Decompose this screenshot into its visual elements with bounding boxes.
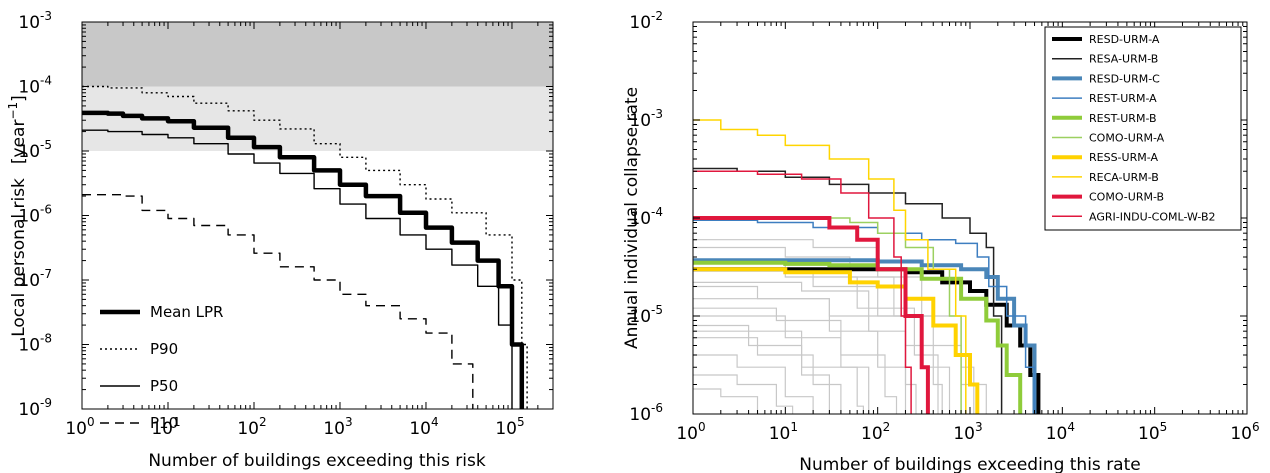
series-mean-lpr-line	[82, 110, 525, 409]
legend-label: COMO-URM-B	[1089, 191, 1164, 204]
legend-label: RESS-URM-A	[1089, 151, 1158, 164]
right-series-group	[693, 119, 1041, 414]
series-como-urm-b-line	[693, 216, 930, 414]
right-y-tick-label: 10-3	[629, 107, 663, 131]
legend-label: REST-URM-B	[1089, 112, 1157, 125]
left-y-axis-label: Local personal risk [year−1]	[6, 95, 29, 337]
left-x-tick-label: 100	[65, 415, 94, 439]
right-y-tick-label: 10-6	[629, 401, 663, 425]
series-reca-urm-b-line	[693, 119, 967, 414]
background-series-line	[693, 285, 907, 414]
left-x-tick-label: 101	[151, 415, 180, 439]
right-chart-panel: 100 101 102 103 104 105 106 10-6 10-5 10-4 10-3 10-…	[622, 9, 1260, 473]
right-y-axis-label: Annual individual collapse rate	[622, 87, 642, 349]
left-y-axis-unit-close: ]	[9, 95, 29, 102]
legend-label: P10	[150, 414, 178, 432]
right-x-tick-label: 103	[953, 420, 982, 444]
left-y-axis-title: Local personal risk	[9, 178, 29, 337]
background-series-line	[693, 307, 898, 414]
background-series-line	[693, 281, 917, 414]
background-series-line	[693, 337, 842, 414]
series-rest-urm-a-line	[693, 219, 1036, 414]
risk-band-0	[82, 22, 553, 87]
series-p10-line	[82, 194, 474, 409]
left-x-tick-label: 103	[323, 415, 352, 439]
legend-label: COMO-URM-A	[1089, 132, 1165, 145]
left-ticks: 100 101 102 103 104 105 10-9 10-8 10-7 10-6 10-5 10…	[18, 9, 554, 439]
left-y-tick-label: 10-6	[18, 203, 52, 227]
right-x-tick-label: 106	[1230, 420, 1259, 444]
right-x-tick-label: 102	[861, 420, 890, 444]
background-series-line	[693, 354, 814, 414]
legend-label: P50	[150, 377, 178, 395]
left-risk-bands	[82, 22, 553, 151]
legend-label: RESD-URM-A	[1089, 33, 1160, 46]
right-x-tick-label: 101	[769, 420, 798, 444]
series-p90-line	[82, 85, 528, 409]
legend-label: P90	[150, 340, 178, 358]
legend-label: RESD-URM-C	[1089, 72, 1160, 85]
series-resa-urm-b-line	[693, 167, 1003, 414]
legend-label: RECA-URM-B	[1089, 171, 1159, 184]
left-y-tick-label: 10-5	[18, 138, 52, 162]
legend-label: REST-URM-A	[1089, 92, 1157, 105]
legend-label: Mean LPR	[150, 303, 223, 321]
left-series-group	[82, 85, 528, 409]
right-x-axis-label: Number of buildings exceeding this rate	[799, 455, 1140, 473]
background-series-line	[693, 388, 759, 414]
right-x-tick-label: 105	[1138, 420, 1167, 444]
left-y-tick-label: 10-4	[18, 74, 52, 98]
background-series-line	[693, 330, 864, 414]
legend-label: RESA-URM-B	[1089, 53, 1158, 66]
right-legend: RESD-URM-A RESA-URM-B RESD-URM-C REST-URM-A…	[1044, 26, 1242, 231]
left-y-tick-label: 10-8	[18, 332, 52, 356]
left-y-axis-unit: [year	[9, 120, 29, 165]
left-y-tick-label: 10-7	[18, 267, 52, 291]
background-series-line	[693, 374, 794, 414]
right-y-tick-label: 10-5	[629, 303, 663, 327]
left-x-tick-label: 105	[495, 415, 524, 439]
left-x-tick-label: 102	[237, 415, 266, 439]
right-x-tick-label: 104	[1046, 420, 1075, 444]
left-y-tick-label: 10-3	[18, 9, 52, 33]
series-rest-urm-b-line	[693, 260, 1023, 414]
left-y-tick-label: 10-9	[18, 396, 52, 420]
left-legend: Mean LPR P90 P50 P10	[100, 303, 223, 432]
left-x-tick-label: 104	[409, 415, 438, 439]
left-x-axis-label: Number of buildings exceeding this risk	[148, 451, 485, 471]
left-y-axis-unit-exp: −1	[6, 102, 20, 120]
left-chart-panel: 100 101 102 103 104 105 10-9 10-8 10-7 10-6 10-5 10…	[6, 9, 554, 471]
legend-label: AGRI-INDU-COML-W-B2	[1089, 210, 1216, 223]
series-agri-indu-coml-w-b2-line	[693, 170, 912, 414]
background-series-line	[693, 324, 830, 414]
right-y-tick-label: 10-2	[629, 9, 663, 33]
series-p50-line	[82, 129, 513, 409]
right-x-tick-label: 100	[676, 420, 705, 444]
right-y-tick-label: 10-4	[629, 205, 663, 229]
